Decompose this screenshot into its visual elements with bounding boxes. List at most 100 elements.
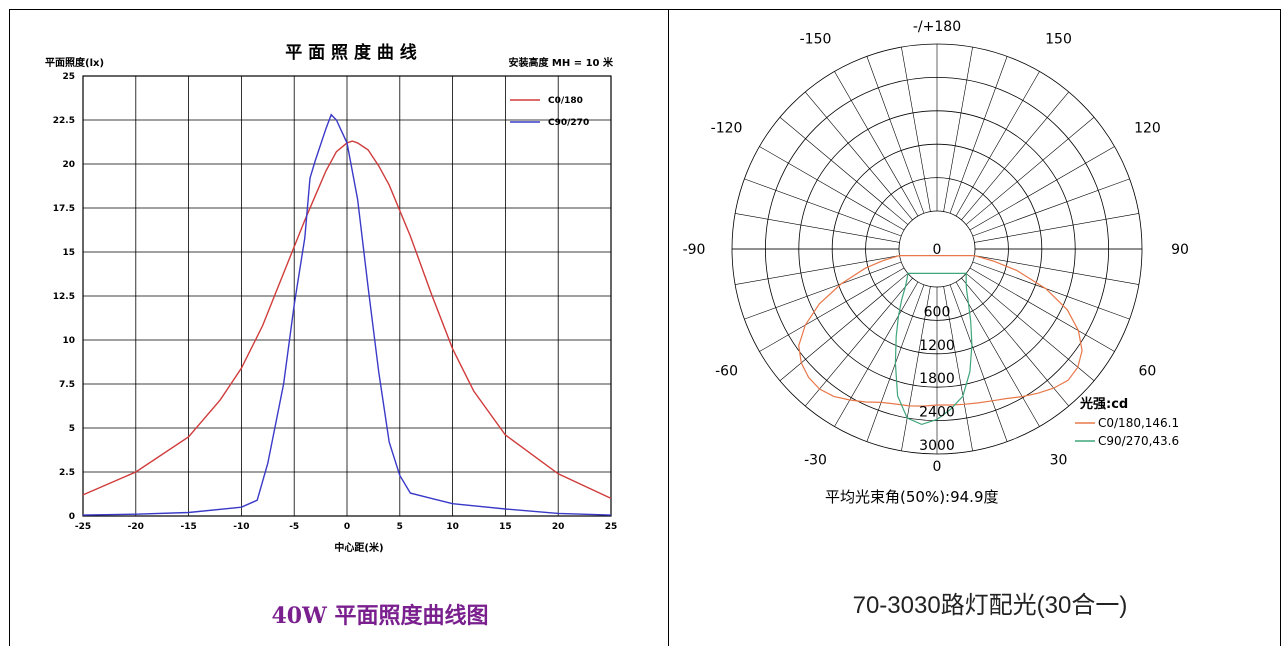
polar-legend-entry: C0/180,146.1 [1098, 416, 1179, 430]
polar-spoke [759, 267, 905, 352]
y-tick-label: 5 [69, 424, 75, 434]
left-caption: 40W 平面照度曲线图 [271, 603, 489, 629]
angle-label: 150 [1045, 32, 1072, 48]
angle-label: -150 [800, 32, 832, 48]
line-chart-series [82, 113, 612, 516]
polar-spoke [901, 286, 931, 451]
y-tick-label: 0 [69, 512, 75, 522]
line-chart-legend: C0/180 C90/270 [510, 96, 589, 128]
series-line-C0-180 [82, 140, 612, 500]
x-tick-label: 20 [552, 522, 565, 532]
y-tick-label: 20 [62, 160, 75, 170]
polar-ring [831, 143, 1043, 355]
polar-spoke [779, 273, 909, 382]
angle-label: -90 [683, 242, 706, 258]
x-tick-label: -5 [289, 522, 299, 532]
y-tick-label: 12.5 [53, 292, 75, 302]
right-caption: 70-3030路灯配光(30合一) [852, 592, 1128, 619]
radial-tick-label: 600 [924, 304, 951, 320]
angle-label: 90 [1171, 242, 1189, 258]
radial-tick-label: 2400 [919, 405, 955, 421]
x-tick-label: -25 [75, 522, 91, 532]
polar-spoke [972, 261, 1130, 320]
polar-spoke [779, 116, 909, 225]
y-tick-label: 2.5 [59, 468, 75, 478]
radial-tick-label: 1800 [919, 371, 955, 387]
x-tick-label: -20 [128, 522, 144, 532]
polar-inner-circle [898, 210, 976, 288]
line-chart-xlabel: 中心距(米) [334, 541, 383, 554]
x-tick-label: 0 [344, 522, 350, 532]
radial-tick-label: 3000 [919, 438, 955, 454]
polar-spoke [804, 277, 913, 407]
angle-label: 120 [1134, 121, 1161, 137]
x-tick-label: -15 [180, 522, 196, 532]
polar-spoke [949, 284, 1008, 442]
polar-ring [731, 43, 1143, 455]
polar-spoke [961, 277, 1070, 407]
light-distribution-polar-chart: 0 600 1200 1800 2400 3000 -/+180 150 120 90 60 30 0 -… [683, 19, 1189, 506]
angle-label: 60 [1139, 364, 1157, 380]
polar-ring [764, 76, 1110, 422]
polar-spoke [834, 281, 919, 427]
polar-spoke [949, 56, 1008, 214]
radial-tick-label: 1200 [919, 338, 955, 354]
beam-angle-text: 平均光束角(50%):94.9度 [825, 488, 999, 506]
line-chart-grid [82, 75, 612, 517]
y-tick-label: 15 [62, 248, 75, 258]
polar-spoke [974, 213, 1139, 243]
polar-ring [798, 110, 1076, 388]
polar-spoke [965, 273, 1095, 382]
polar-spoke [974, 255, 1139, 285]
polar-spoke [943, 47, 973, 212]
polar-ring [865, 177, 1009, 321]
polar-legend-entry: C90/270,43.6 [1098, 434, 1179, 448]
polar-unit-label: 光强:cd [1079, 396, 1128, 412]
y-tick-label: 7.5 [59, 380, 75, 390]
polar-spoke [955, 71, 1040, 217]
y-tick-label: 22.5 [53, 116, 75, 126]
angle-label: 30 [1050, 452, 1068, 468]
polar-spoke [759, 146, 905, 231]
angle-label: -/+180 [913, 19, 961, 35]
panel-divider [668, 9, 669, 646]
polar-spoke [961, 91, 1070, 221]
angle-label: -30 [804, 452, 827, 468]
polar-spoke [866, 56, 925, 214]
y-tick-label: 10 [62, 336, 75, 346]
page-frame [9, 9, 1281, 646]
polar-spoke [943, 286, 973, 451]
line-chart-annotation: 安装高度 MH = 10 米 [508, 56, 614, 69]
polar-spoke [735, 255, 900, 285]
polar-spoke [901, 47, 931, 212]
polar-series [798, 255, 1083, 426]
legend-entry: C0/180 [548, 96, 583, 106]
angle-label: -120 [711, 121, 743, 137]
x-tick-label: 5 [397, 522, 403, 532]
line-chart-ylabel: 平面照度(lx) [45, 56, 104, 69]
y-tick-label: 25 [62, 72, 75, 82]
angle-label: 0 [933, 459, 942, 475]
polar-spoke [834, 71, 919, 217]
polar-spoke [969, 267, 1115, 352]
legend-entry: C90/270 [548, 118, 589, 128]
polar-spoke [965, 116, 1095, 225]
x-tick-label: 15 [499, 522, 512, 532]
x-tick-label: 25 [605, 522, 618, 532]
illuminance-line-chart: -25 -20 -15 -10 -5 0 5 10 15 20 25 0 2.5 5 7.5 10 12.5 15… [45, 42, 617, 554]
line-chart-ticks: -25 -20 -15 -10 -5 0 5 10 15 20 25 0 2.5 5 7.5 10 12.5 15… [53, 72, 617, 532]
polar-series-C90-270 [894, 272, 973, 426]
radial-tick-label: 0 [933, 242, 942, 258]
polar-spoke [969, 146, 1115, 231]
polar-legend: C0/180,146.1 C90/270,43.6 [1075, 416, 1179, 448]
polar-spoke [744, 178, 902, 237]
polar-spoke [744, 261, 902, 320]
angle-label: -60 [715, 364, 738, 380]
x-tick-label: 10 [446, 522, 459, 532]
line-chart-title: 平 面 照 度 曲 线 [285, 42, 417, 63]
polar-spoke [972, 178, 1130, 237]
polar-series-C0-180 [798, 255, 1083, 407]
series-line-C90-270 [82, 113, 612, 516]
polar-spoke [804, 91, 913, 221]
polar-spoke [955, 281, 1040, 427]
